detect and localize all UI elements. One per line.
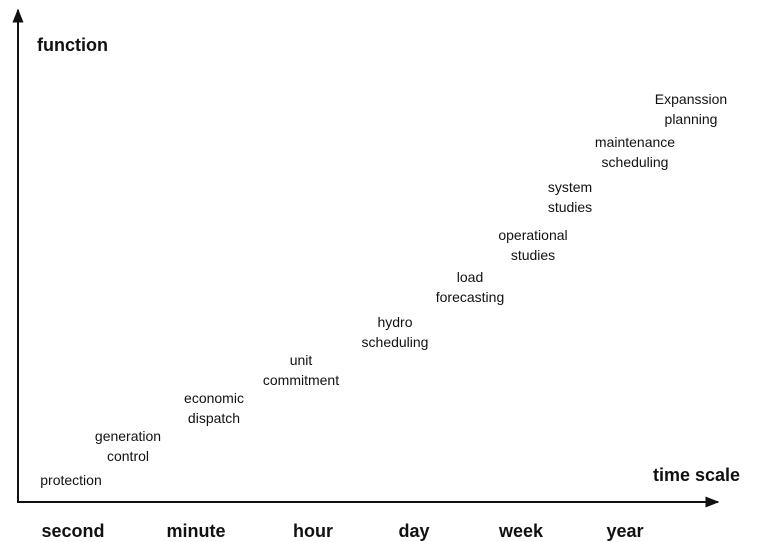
function-label-line: forecasting — [436, 289, 504, 305]
y-axis-label: function — [37, 35, 108, 55]
function-label: operational studies — [498, 227, 567, 263]
function-label-line: hydro — [377, 314, 412, 330]
function-label-line: commitment — [263, 372, 339, 388]
function-label-line: protection — [40, 472, 101, 488]
function-label-line: control — [107, 448, 149, 464]
function-label-line: scheduling — [362, 334, 429, 350]
function-label-line: scheduling — [602, 154, 669, 170]
time-scale-label: day — [398, 521, 429, 541]
function-label-line: system — [548, 179, 592, 195]
time-scale-label: minute — [166, 521, 225, 541]
function-label-line: dispatch — [188, 410, 240, 426]
function-label: protection — [40, 472, 101, 488]
function-label: system studies — [548, 179, 592, 215]
function-label: unit commitment — [263, 352, 339, 388]
function-label-line: studies — [511, 247, 555, 263]
time-scale-label: year — [606, 521, 643, 541]
function-label-line: load — [457, 269, 483, 285]
function-label-line: maintenance — [595, 134, 675, 150]
time-scale-label: week — [498, 521, 544, 541]
function-label-line: unit — [290, 352, 313, 368]
function-label: maintenance scheduling — [595, 134, 675, 170]
function-label-line: operational — [498, 227, 567, 243]
function-label-line: studies — [548, 199, 592, 215]
time-scale-label: hour — [293, 521, 333, 541]
function-label: Expanssion planning — [655, 91, 727, 127]
function-label-line: economic — [184, 390, 244, 406]
function-label-line: planning — [665, 111, 718, 127]
function-label: generation control — [95, 428, 161, 464]
function-label-line: generation — [95, 428, 161, 444]
x-axis-label: time scale — [653, 465, 740, 485]
function-label-line: Expanssion — [655, 91, 727, 107]
time-scale-label: second — [41, 521, 104, 541]
function-label: economic dispatch — [184, 390, 244, 426]
function-label: load forecasting — [436, 269, 504, 305]
function-label: hydro scheduling — [362, 314, 429, 350]
